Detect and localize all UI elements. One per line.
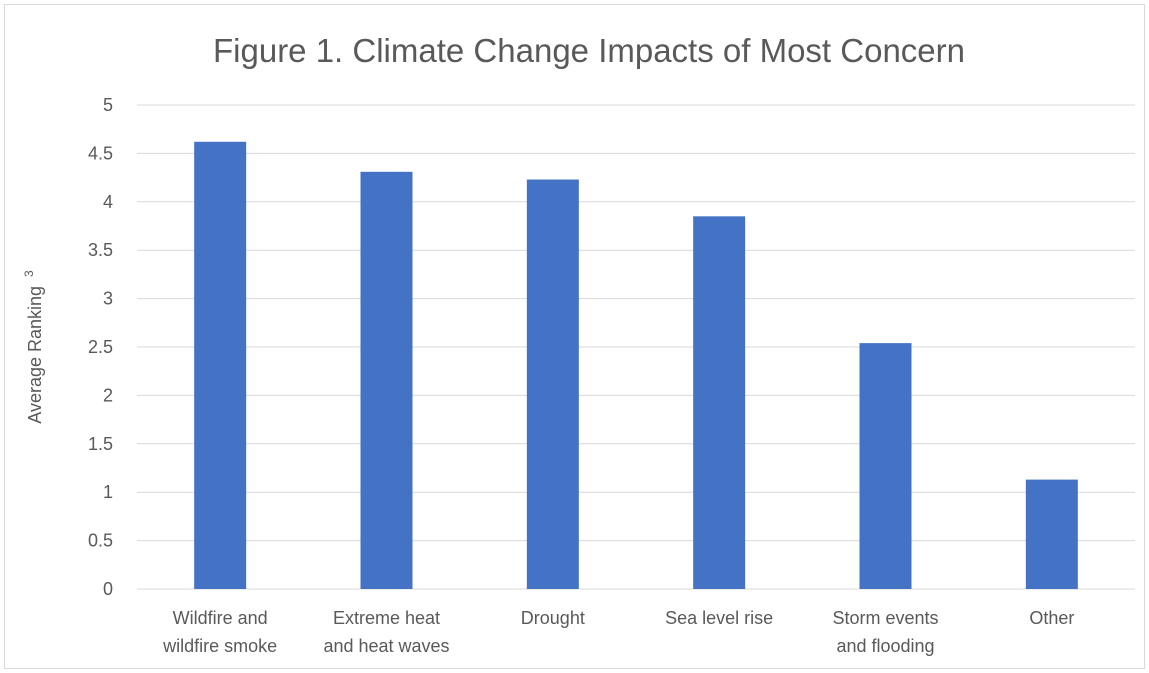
x-category-label-line: Drought (521, 608, 585, 628)
y-axis-label-superscript: 3 (22, 270, 36, 277)
x-category-label-line: Sea level rise (665, 608, 773, 628)
bar (526, 179, 579, 589)
x-category-label: Drought (521, 608, 585, 628)
y-tick-label: 1.5 (88, 434, 113, 454)
y-tick-label: 2.5 (88, 337, 113, 357)
x-category-label-line: wildfire smoke (162, 636, 277, 656)
y-tick-label: 4 (103, 192, 113, 212)
y-tick-label: 0.5 (88, 531, 113, 551)
x-category-label: Sea level rise (665, 608, 773, 628)
x-category-label: Extreme heat and heat waves (323, 608, 449, 656)
bars (194, 141, 1078, 590)
y-axis-label-text: Average Ranking (25, 286, 45, 424)
x-category-labels: Wildfire and wildfire smoke Extreme heat an… (162, 608, 1074, 656)
bar (1025, 479, 1078, 589)
x-category-label-line: and heat waves (323, 636, 449, 656)
x-category-label-line: and flooding (836, 636, 934, 656)
x-category-label-line: Extreme heat (333, 608, 440, 628)
y-tick-label: 0 (103, 579, 113, 599)
bar (693, 216, 746, 589)
gridlines (137, 104, 1135, 590)
chart-title: Figure 1. Climate Change Impacts of Most… (213, 32, 965, 69)
y-tick-label: 3.5 (88, 240, 113, 260)
bar (360, 171, 413, 590)
x-category-label-line: Wildfire and (173, 608, 268, 628)
y-tick-label: 2 (103, 385, 113, 405)
x-category-label-line: Storm events (832, 608, 938, 628)
y-tick-labels: 0 0.5 1 1.5 2 2.5 3 3.5 4 4.5 5 (88, 95, 113, 599)
y-axis-label: Average Ranking 3 (22, 270, 45, 424)
x-category-label: Other (1029, 608, 1074, 628)
y-tick-label: 1 (103, 482, 113, 502)
x-category-label: Wildfire and wildfire smoke (162, 608, 277, 656)
y-tick-label: 3 (103, 289, 113, 309)
bar (194, 141, 247, 589)
x-category-label-line: Other (1029, 608, 1074, 628)
x-category-label: Storm events and flooding (832, 608, 938, 656)
y-tick-label: 5 (103, 95, 113, 115)
y-tick-label: 4.5 (88, 143, 113, 163)
bar (859, 343, 912, 589)
